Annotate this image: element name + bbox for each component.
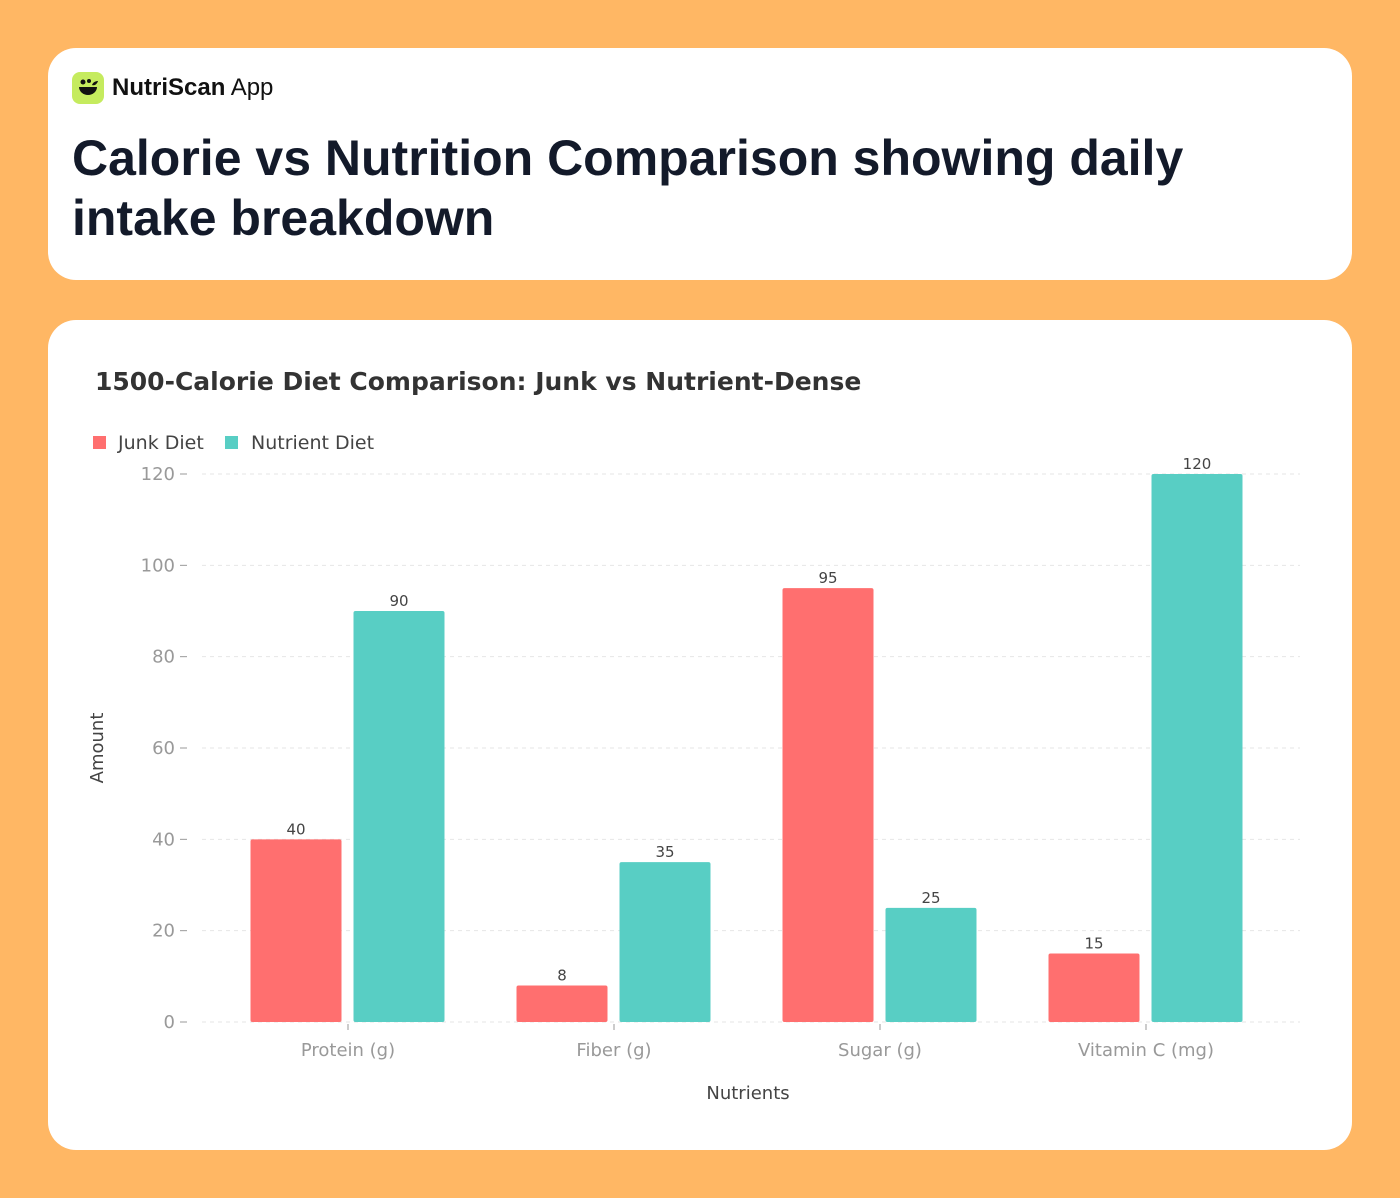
bar-junk	[250, 839, 342, 1022]
data-label: 25	[921, 889, 940, 907]
bar-junk	[782, 588, 874, 1022]
legend-swatch-junk	[93, 436, 106, 449]
data-label: 35	[655, 843, 674, 861]
bar-junk	[1048, 953, 1140, 1022]
y-tick-label: 100	[141, 555, 175, 576]
y-tick-label: 20	[152, 921, 175, 942]
legend-swatch-nutrient	[225, 436, 238, 449]
salad-bowl-icon	[72, 72, 104, 104]
y-tick-label: 80	[152, 647, 175, 668]
data-label: 90	[389, 592, 408, 610]
data-label: 8	[557, 966, 567, 984]
bar-nutrient	[619, 862, 711, 1022]
x-tick-label: Vitamin C (mg)	[1078, 1040, 1214, 1061]
brand: NutriScan App	[72, 72, 273, 104]
brand-name: NutriScan	[112, 74, 226, 101]
bar-junk	[516, 985, 608, 1022]
header-card: NutriScan App Calorie vs Nutrition Compa…	[48, 48, 1352, 280]
y-axis-label: Amount	[87, 713, 108, 784]
y-tick-label: 120	[141, 464, 175, 485]
data-label: 40	[286, 820, 305, 838]
legend-label-junk: Junk Diet	[117, 432, 204, 454]
bar-nutrient	[885, 907, 977, 1022]
data-label: 15	[1084, 935, 1103, 953]
bar-nutrient	[1151, 474, 1243, 1022]
x-axis-label: Nutrients	[706, 1083, 789, 1104]
chart-title: 1500-Calorie Diet Comparison: Junk vs Nu…	[95, 367, 861, 396]
y-tick-label: 60	[152, 738, 175, 759]
x-tick-label: Protein (g)	[301, 1040, 395, 1061]
data-label: 120	[1183, 455, 1212, 473]
brand-suffix: App	[230, 74, 274, 101]
page-title: Calorie vs Nutrition Comparison showing …	[72, 130, 1184, 246]
data-label: 95	[818, 569, 837, 587]
x-tick-label: Sugar (g)	[838, 1040, 922, 1061]
bar-nutrient	[353, 611, 445, 1022]
y-tick-label: 40	[152, 829, 175, 850]
y-tick-label: 0	[164, 1012, 175, 1033]
legend-label-nutrient: Nutrient Diet	[251, 432, 374, 454]
bar-chart: 1500-Calorie Diet Comparison: Junk vs Nu…	[87, 367, 1300, 1104]
chart-card: 1500-Calorie Diet Comparison: Junk vs Nu…	[48, 320, 1352, 1150]
legend: Junk Diet Nutrient Diet	[93, 432, 374, 454]
x-tick-label: Fiber (g)	[576, 1040, 651, 1061]
